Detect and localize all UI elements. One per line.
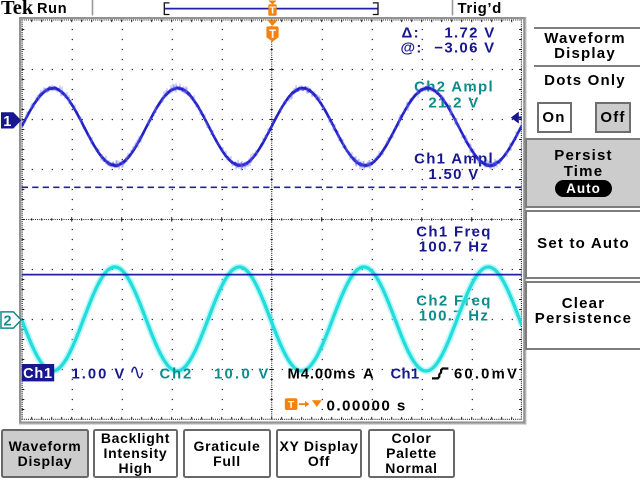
svg-text:60.0mV: 60.0mV [454,366,519,382]
svg-text:T: T [288,399,295,411]
svg-text:1: 1 [3,114,11,130]
svg-text:100.7 Hz: 100.7 Hz [419,308,489,325]
svg-text:Ch1 Ampl: Ch1 Ampl [414,151,494,168]
svg-text:0.00000 s: 0.00000 s [327,397,407,414]
svg-text:1.72 V: 1.72 V [444,25,495,42]
svg-text:Ch1: Ch1 [23,366,53,382]
svg-text:Ch1 Freq: Ch1 Freq [416,224,491,241]
svg-text:T: T [269,29,276,41]
svg-text:−3.06 V: −3.06 V [434,40,495,57]
svg-text:Ch1: Ch1 [391,366,420,382]
svg-text:@:: @: [401,40,423,57]
svg-text:1.00 V: 1.00 V [72,366,127,382]
svg-text:2: 2 [4,314,12,330]
svg-text:Ch2 Freq: Ch2 Freq [416,293,491,310]
svg-text:Run: Run [37,1,67,17]
svg-text:1.50 V: 1.50 V [428,166,479,183]
svg-text:Tek: Tek [1,0,34,19]
svg-text:21.2 V: 21.2 V [428,95,479,112]
svg-text:T: T [269,5,276,17]
svg-text:Δ:: Δ: [402,25,420,42]
svg-text:A: A [363,366,375,382]
svg-text:100.7 Hz: 100.7 Hz [419,239,489,256]
svg-text:Trig’d: Trig’d [458,0,502,17]
svg-text:Ch2: Ch2 [160,366,194,382]
svg-text:10.0 V: 10.0 V [214,366,271,382]
svg-text:M4.00ms: M4.00ms [288,366,357,382]
